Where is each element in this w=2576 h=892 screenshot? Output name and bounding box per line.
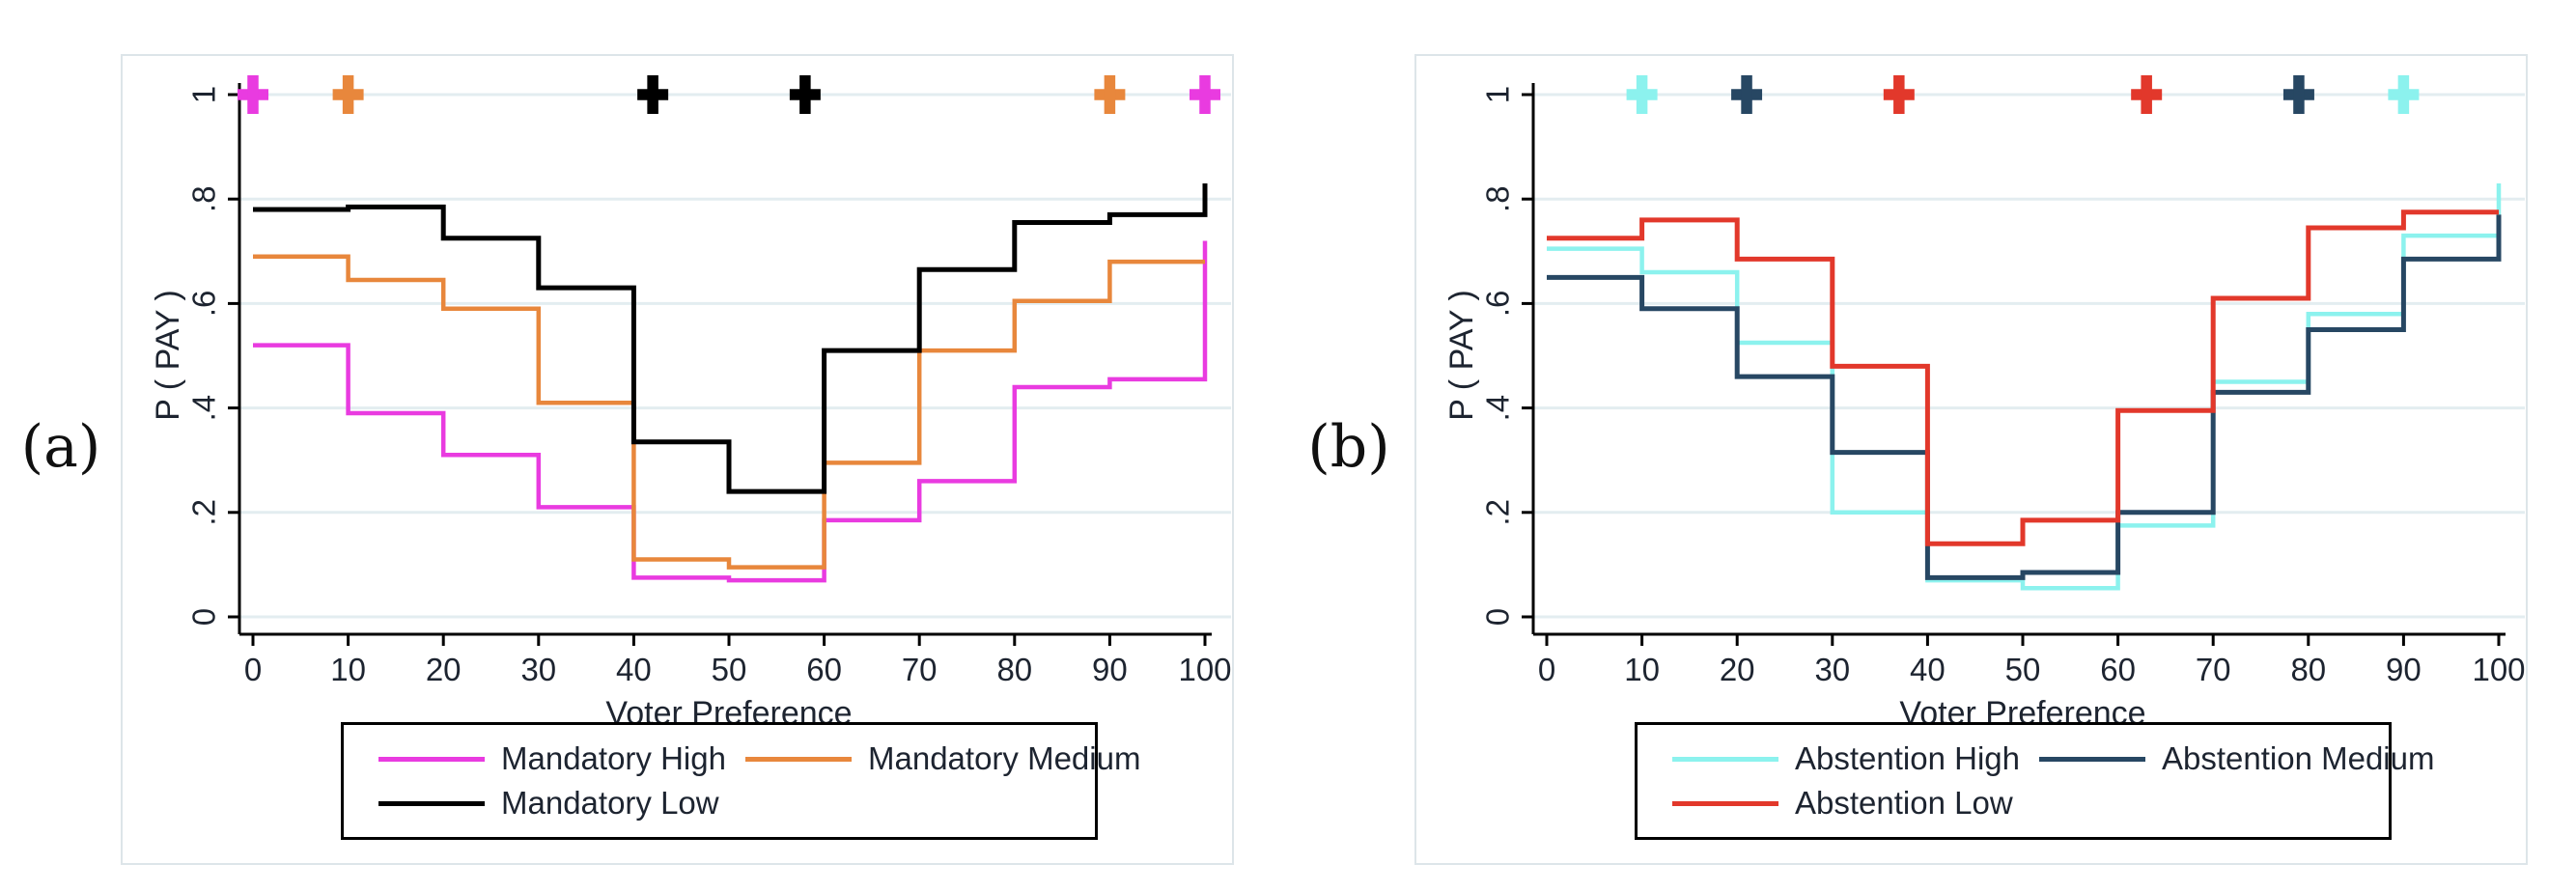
x-tick-label: 80 [996, 652, 1032, 687]
x-tick-label: 10 [1624, 652, 1660, 687]
y-tick-label: 0 [1480, 608, 1516, 626]
y-tick-label: .2 [186, 499, 222, 526]
legend-label: Abstention Medium [2162, 740, 2435, 776]
x-tick-label: 90 [2386, 652, 2422, 687]
x-tick-label: 100 [1178, 652, 1231, 687]
x-tick-label: 20 [1720, 652, 1755, 687]
y-tick-label: .6 [1480, 291, 1516, 318]
y-tick-label: .8 [1480, 185, 1516, 212]
legend-item-abstention-medium: Abstention Medium [2039, 739, 2434, 779]
chart-a-legend: Mandatory High Mandatory Medium Mandatory … [341, 722, 1140, 840]
legend-swatch [1672, 756, 1778, 762]
legend-label: Mandatory Medium [868, 740, 1141, 776]
step-line-abstention-medium [1547, 214, 2502, 580]
y-tick-label: 0 [186, 608, 222, 626]
legend-label: Abstention Low [1795, 785, 2013, 821]
y-tick-label: 1 [1480, 86, 1516, 103]
y-tick-label: .4 [186, 395, 222, 422]
x-tick-label: 20 [426, 652, 462, 687]
y-tick-label: .4 [1480, 395, 1516, 422]
chart-panel-b: 0.2.4.6.8 1 0 10 20 30 40 50 60 70 80 90 100 Voter Pr… [1414, 54, 2528, 865]
y-tick-label: .2 [1480, 499, 1516, 526]
step-line-mandatory-low [253, 182, 1208, 494]
x-tick-label: 90 [1092, 652, 1128, 687]
legend-item-abstention-high: Abstention High [1672, 739, 2039, 779]
step-line-abstention-low [1547, 209, 2499, 546]
step-line-mandatory-medium [253, 254, 1205, 570]
panel-label-b: (b) [1307, 413, 1390, 481]
step-line-abstention-high [1547, 182, 2502, 591]
x-tick-label: 0 [1538, 652, 1555, 687]
x-tick-label: 10 [330, 652, 366, 687]
x-tick-label: 60 [2100, 652, 2136, 687]
y-tick-label: .8 [186, 185, 222, 212]
x-tick-label: 50 [2005, 652, 2041, 687]
legend-label: Mandatory Low [501, 785, 719, 821]
x-tick-label: 40 [616, 652, 652, 687]
x-tick-label: 80 [2290, 652, 2326, 687]
legend-item-mandatory-low: Mandatory Low [378, 783, 745, 823]
x-tick-label: 60 [806, 652, 842, 687]
legend-item-mandatory-medium: Mandatory Medium [745, 739, 1140, 779]
y-axis-title: P ( PAY ) [1443, 290, 1480, 420]
chart-panel-a: 0.2.4.6.8 1 0 10 20 30 40 50 60 70 80 90 100 Voter Pr… [121, 54, 1234, 865]
x-tick-label: 30 [1814, 652, 1850, 687]
y-axis-title: P ( PAY ) [150, 290, 186, 420]
y-tick-label: 1 [186, 86, 222, 103]
legend-label: Abstention High [1795, 740, 2020, 776]
x-tick-label: 100 [2472, 652, 2525, 687]
x-tick-label: 40 [1910, 652, 1946, 687]
x-tick-label: 70 [2196, 652, 2231, 687]
panel-label-a: (a) [20, 413, 101, 481]
legend-swatch [2039, 756, 2145, 762]
legend-swatch [378, 756, 485, 762]
chart-b-legend: Abstention High Abstention Medium Abstenti… [1635, 722, 2434, 840]
legend-swatch [745, 756, 852, 762]
y-tick-label: .6 [186, 291, 222, 318]
x-tick-label: 0 [244, 652, 262, 687]
legend-item-abstention-low: Abstention Low [1672, 783, 2039, 823]
legend-item-mandatory-high: Mandatory High [378, 739, 745, 779]
x-tick-label: 50 [712, 652, 747, 687]
x-tick-label: 70 [902, 652, 938, 687]
legend-swatch [1672, 800, 1778, 806]
legend-label: Mandatory High [501, 740, 726, 776]
x-tick-label: 30 [520, 652, 556, 687]
legend-swatch [378, 800, 485, 806]
step-line-mandatory-high [253, 240, 1208, 583]
